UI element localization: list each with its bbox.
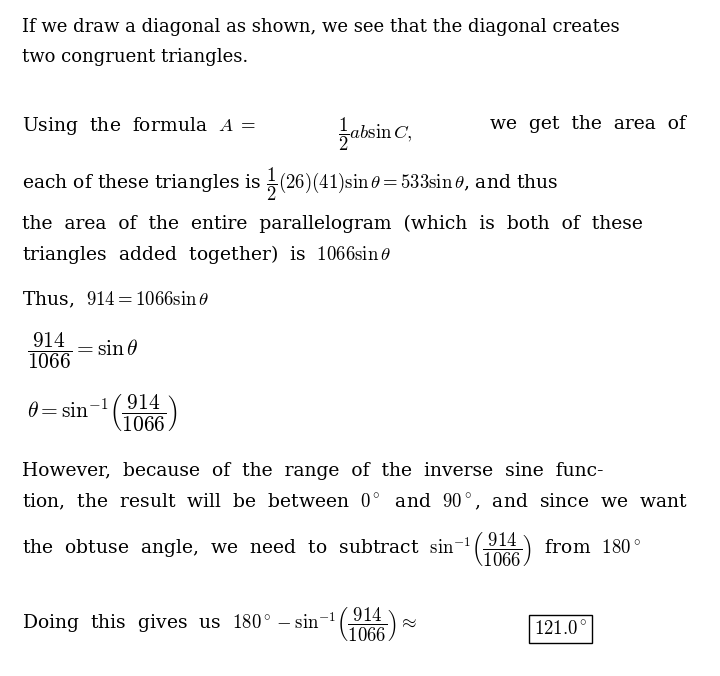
Text: $\dfrac{1}{2}ab\sin C,$: $\dfrac{1}{2}ab\sin C,$	[338, 115, 413, 153]
Text: $\dfrac{914}{1066} = \sin\theta$: $\dfrac{914}{1066} = \sin\theta$	[27, 330, 138, 370]
Text: the  obtuse  angle,  we  need  to  subtract  $\sin^{-1}\!\left(\dfrac{914}{1066}: the obtuse angle, we need to subtract $\…	[22, 530, 641, 568]
Text: triangles  added  together)  is  $1066\sin\theta$: triangles added together) is $1066\sin\t…	[22, 243, 391, 266]
Text: If we draw a diagonal as shown, we see that the diagonal creates: If we draw a diagonal as shown, we see t…	[22, 18, 620, 36]
Text: However,  because  of  the  range  of  the  inverse  sine  func-: However, because of the range of the inv…	[22, 462, 603, 480]
Text: two congruent triangles.: two congruent triangles.	[22, 48, 248, 66]
Text: $\theta = \sin^{-1}\!\left(\dfrac{914}{1066}\right)$: $\theta = \sin^{-1}\!\left(\dfrac{914}{1…	[27, 392, 178, 433]
Text: Doing  this  gives  us  $180^\circ - \sin^{-1}\!\left(\dfrac{914}{1066}\right) \: Doing this gives us $180^\circ - \sin^{-…	[22, 605, 417, 643]
Text: Thus,  $914 = 1066\sin\theta$: Thus, $914 = 1066\sin\theta$	[22, 290, 210, 310]
Text: $121.0^\circ$: $121.0^\circ$	[534, 620, 588, 638]
Text: Using  the  formula  $A\;=\;$: Using the formula $A\;=\;$	[22, 115, 256, 137]
Text: tion,  the  result  will  be  between  $0^\circ$  and  $90^\circ$,  and  since  : tion, the result will be between $0^\cir…	[22, 492, 688, 512]
Text: the  area  of  the  entire  parallelogram  (which  is  both  of  these: the area of the entire parallelogram (wh…	[22, 215, 643, 233]
Text: each of these triangles is $\dfrac{1}{2}(26)(41)\sin\theta = 533\sin\theta$, and: each of these triangles is $\dfrac{1}{2}…	[22, 165, 559, 203]
Text: we  get  the  area  of: we get the area of	[490, 115, 686, 133]
